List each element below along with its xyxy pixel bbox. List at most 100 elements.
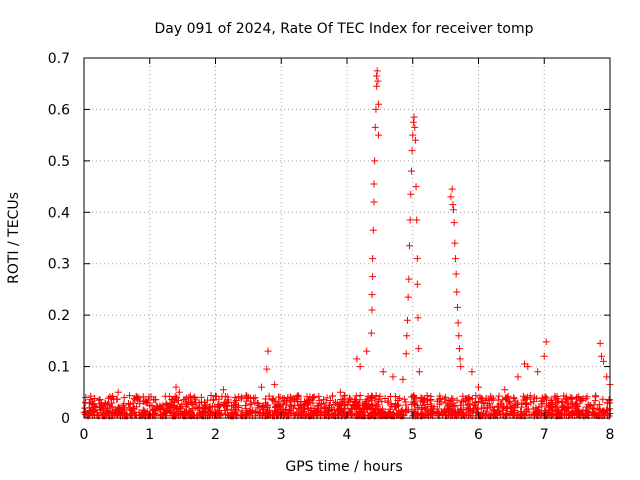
band-point — [129, 399, 137, 407]
data-point — [371, 157, 379, 165]
band-point — [295, 393, 303, 401]
data-point — [356, 363, 364, 371]
band-point — [91, 394, 99, 402]
data-point — [402, 350, 410, 358]
data-point — [373, 72, 381, 80]
data-point — [172, 383, 180, 391]
data-point — [447, 193, 455, 201]
data-point — [410, 113, 418, 121]
data-point — [379, 368, 387, 376]
data-point — [264, 347, 272, 355]
band-point — [102, 400, 110, 408]
band-point — [126, 392, 134, 400]
band-point — [169, 404, 177, 412]
band-point — [345, 394, 353, 402]
band-point — [199, 404, 207, 412]
band-point — [508, 404, 516, 412]
band-point — [470, 404, 478, 412]
band-point — [200, 405, 208, 413]
band-point — [126, 400, 134, 408]
band-point — [390, 403, 398, 411]
data-point — [451, 239, 459, 247]
band-point — [395, 402, 403, 410]
band-point — [104, 408, 112, 416]
x-axis-label: GPS time / hours — [285, 459, 402, 475]
band-point — [268, 396, 276, 404]
band-point — [465, 400, 473, 408]
data-point — [373, 82, 381, 90]
band-point — [303, 393, 311, 401]
x-tick-label: 6 — [474, 427, 483, 443]
band-point — [348, 410, 356, 418]
data-point — [415, 368, 423, 376]
band-point — [548, 400, 556, 408]
band-point — [224, 396, 232, 404]
band-point — [443, 407, 451, 415]
band-point — [313, 410, 321, 418]
band-point — [89, 400, 97, 408]
band-point — [315, 397, 323, 405]
band-point — [522, 401, 530, 409]
band-point — [249, 406, 257, 414]
band-point — [95, 396, 103, 404]
band-point — [286, 401, 294, 409]
y-axis: 0 0.1 0.2 0.3 0.4 0.5 0.6 0.7 — [48, 51, 610, 427]
band-point — [283, 398, 291, 406]
data-point — [403, 316, 411, 324]
band-point — [106, 393, 114, 401]
band-point — [365, 400, 373, 408]
data-point — [411, 136, 419, 144]
data-point — [453, 288, 461, 296]
data-point — [353, 355, 361, 363]
band-point — [304, 397, 312, 405]
band-point — [134, 395, 142, 403]
band-point — [549, 409, 557, 417]
band-point — [130, 394, 138, 402]
band-point — [294, 410, 302, 418]
band-point — [464, 395, 472, 403]
band-point — [113, 395, 121, 403]
x-tick-label: 2 — [211, 427, 220, 443]
band-point — [202, 401, 210, 409]
band-point — [371, 410, 379, 418]
band-point — [234, 403, 242, 411]
band-point — [171, 392, 179, 400]
band-point — [423, 400, 431, 408]
band-point — [337, 395, 345, 403]
data-point — [407, 167, 415, 175]
band-point — [207, 392, 215, 400]
band-point — [241, 402, 249, 410]
data-point — [175, 388, 183, 396]
band-point — [296, 406, 304, 414]
band-point — [182, 408, 190, 416]
band-point — [126, 411, 134, 419]
data-point — [475, 383, 482, 391]
band-point — [372, 391, 380, 399]
data-point — [369, 226, 377, 234]
band-point — [403, 406, 411, 414]
band-point — [87, 407, 95, 415]
y-tick-label: 0.5 — [48, 154, 70, 170]
band-point — [584, 407, 592, 415]
band-point — [269, 395, 277, 403]
data-point — [603, 373, 611, 381]
band-point — [360, 401, 368, 409]
y-axis-label: ROTI / TECUs — [6, 192, 22, 284]
band-point — [322, 399, 330, 407]
band-point — [504, 394, 512, 402]
band-point — [477, 405, 485, 413]
y-tick-label: 0.6 — [48, 102, 70, 118]
band-point — [572, 399, 580, 407]
band-point — [357, 408, 365, 416]
band-point — [333, 399, 341, 407]
band-point — [376, 392, 384, 400]
data-point — [468, 368, 476, 376]
band-point — [463, 401, 471, 409]
data-point — [442, 393, 450, 401]
data-point — [370, 180, 378, 188]
band-point — [340, 405, 348, 413]
data-point — [159, 401, 167, 409]
data-point — [406, 216, 414, 224]
band-point — [242, 405, 250, 413]
